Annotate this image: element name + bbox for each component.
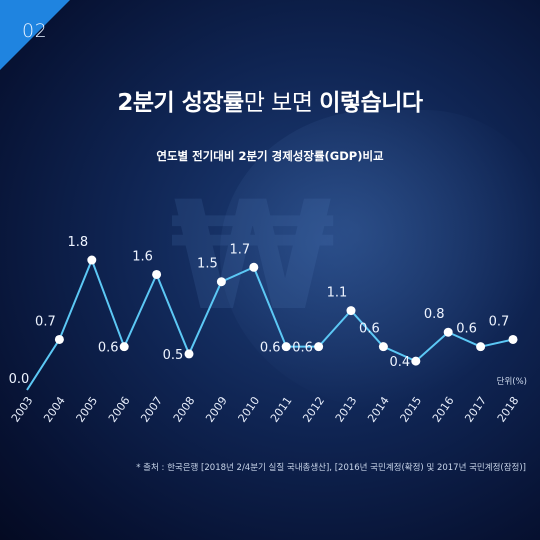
data-label-2008: 0.5 — [163, 348, 184, 363]
x-tick-label-2011: 2011 — [268, 394, 295, 424]
data-label-2003: 0.0 — [9, 372, 30, 387]
data-point-2017 — [476, 342, 486, 352]
data-label-2014: 0.6 — [359, 322, 380, 337]
data-label-2010: 1.7 — [229, 242, 250, 257]
chart-subtitle: 연도별 전기대비 2분기 경제성장률(GDP)비교 — [156, 149, 384, 163]
data-point-2009 — [216, 277, 226, 287]
x-tick-label-2009: 2009 — [203, 394, 230, 424]
data-point-2011 — [281, 342, 291, 352]
x-tick-label-2013: 2013 — [333, 394, 360, 424]
unit-label: 단위(%) — [497, 376, 527, 387]
x-tick-label-2005: 2005 — [74, 394, 101, 424]
data-labels: 0.0 0.7 1.8 0.6 1.6 0.5 1.5 1.7 0.6 0.6 1.1 0.6 0.4 0… — [9, 235, 510, 387]
x-tick-label-2018: 2018 — [495, 394, 522, 424]
x-tick-label-2016: 2016 — [430, 394, 457, 424]
data-point-2018 — [508, 334, 518, 344]
data-label-2015: 0.4 — [389, 355, 410, 370]
data-label-2009: 1.5 — [197, 257, 218, 272]
data-point-2016 — [443, 327, 453, 337]
x-axis-labels: 2003 2004 2005 2006 2007 2008 2009 2010 2011 2012… — [9, 394, 522, 424]
title-bold-end: 이렇습니다 — [319, 90, 423, 116]
title-light-part: 만 보면 — [243, 90, 320, 116]
data-label-2018: 0.7 — [489, 314, 510, 329]
data-label-2017: 0.6 — [456, 322, 477, 337]
data-point-2007 — [152, 269, 162, 279]
x-tick-label-2017: 2017 — [462, 394, 489, 424]
x-tick-label-2008: 2008 — [171, 394, 198, 424]
data-label-2006: 0.6 — [98, 341, 119, 356]
data-label-2011: 0.6 — [260, 341, 281, 356]
x-tick-label-2003: 2003 — [9, 394, 36, 424]
series-line — [26, 257, 514, 391]
title-bold-part: 2분기 성장률 — [117, 90, 244, 116]
x-tick-label-2012: 2012 — [300, 394, 327, 424]
data-label-2012: 0.6 — [292, 341, 313, 356]
source-note: * 출처 : 한국은행 [2018년 2/4분기 실질 국내총생산], [201… — [136, 463, 526, 473]
background-hand — [220, 110, 540, 410]
data-label-2004: 0.7 — [35, 314, 56, 329]
x-tick-label-2004: 2004 — [41, 394, 68, 424]
page-title: 2분기 성장률만 보면 이렇습니다 — [0, 83, 540, 117]
data-label-2005: 1.8 — [67, 235, 88, 250]
data-label-2013: 1.1 — [327, 286, 348, 301]
data-point-2008 — [184, 349, 194, 359]
data-points — [54, 255, 518, 366]
data-point-2015 — [411, 356, 421, 366]
data-point-2006 — [119, 342, 129, 352]
corner-number: 02 — [22, 20, 48, 42]
x-tick-label-2007: 2007 — [138, 394, 165, 424]
x-tick-label-2014: 2014 — [365, 394, 392, 424]
data-label-2007: 1.6 — [132, 249, 153, 264]
won-symbol-watermark: ₩ — [170, 170, 336, 344]
data-label-2016: 0.8 — [424, 307, 445, 322]
data-point-2014 — [378, 342, 388, 352]
x-tick-label-2006: 2006 — [106, 394, 133, 424]
data-point-2004 — [54, 334, 64, 344]
x-tick-label-2015: 2015 — [398, 394, 425, 424]
data-point-2010 — [249, 262, 259, 272]
data-point-2012 — [314, 342, 324, 352]
data-point-2005 — [87, 255, 97, 265]
data-point-2013 — [346, 306, 356, 316]
corner-tab — [0, 0, 70, 70]
x-tick-label-2010: 2010 — [236, 394, 263, 424]
